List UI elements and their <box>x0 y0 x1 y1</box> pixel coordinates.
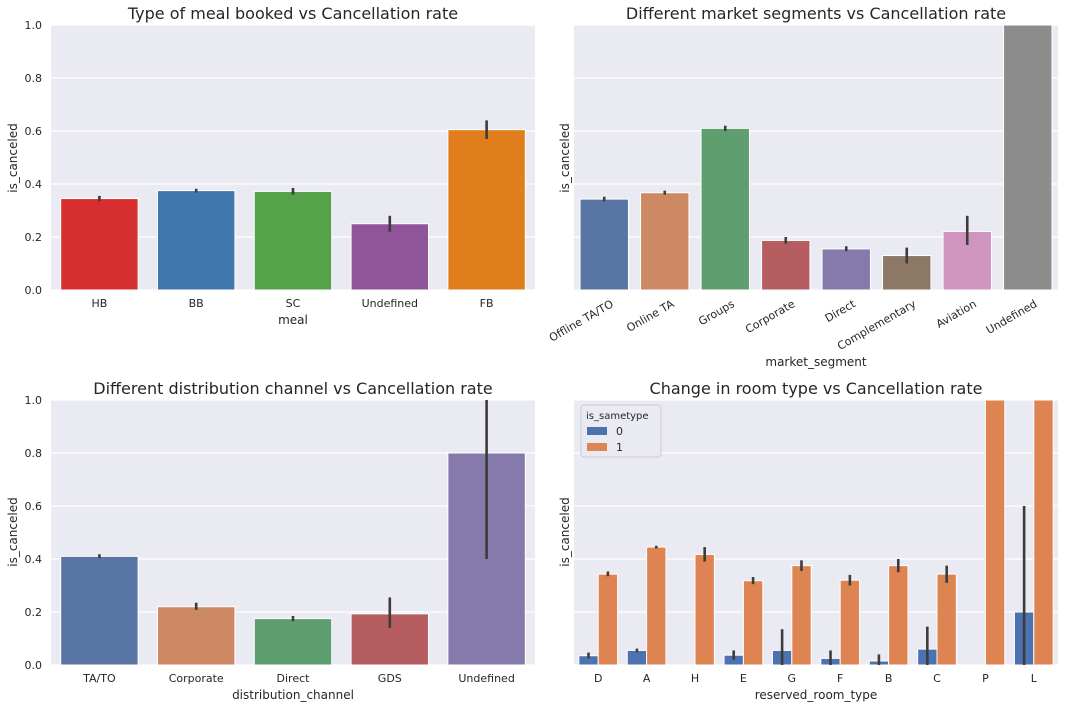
x-tick-label: Undefined <box>984 297 1039 336</box>
chart-panel: Change in room type vs Cancellation rate… <box>558 379 1058 702</box>
y-tick-label: 0.4 <box>25 553 43 566</box>
y-tick-label: 0.0 <box>25 659 43 672</box>
chart-title: Different distribution channel vs Cancel… <box>93 379 492 398</box>
y-tick-label: 0.2 <box>25 231 43 244</box>
x-tick-label: Corporate <box>743 297 797 336</box>
x-tick-label: A <box>643 672 651 685</box>
bar <box>156 190 236 291</box>
legend-label: 0 <box>616 425 623 438</box>
y-tick-label: 0.2 <box>25 606 43 619</box>
legend-swatch <box>587 427 607 435</box>
x-tick-label: F <box>837 672 843 685</box>
bar-series-1 <box>888 565 909 666</box>
bar <box>761 239 811 291</box>
legend-swatch <box>587 443 607 451</box>
bar-series-1 <box>984 399 1006 666</box>
legend-title: is_sametype <box>586 411 649 422</box>
chart-title: Different market segments vs Cancellatio… <box>626 4 1006 23</box>
x-axis-label: meal <box>278 313 308 327</box>
x-tick-label: Groups <box>696 297 737 328</box>
x-tick-label: HB <box>91 297 107 310</box>
x-tick-label: P <box>982 672 989 685</box>
bar-series-1 <box>1033 399 1054 666</box>
bar-series-1 <box>694 553 715 666</box>
bar <box>60 198 139 291</box>
x-tick-label: BB <box>189 297 204 310</box>
x-tick-label: TA/TO <box>82 672 116 685</box>
bar <box>350 223 430 291</box>
x-axis-label: market_segment <box>765 355 867 369</box>
bar-series-1 <box>742 580 764 666</box>
bar <box>253 190 333 291</box>
bar <box>821 248 871 291</box>
x-tick-label: Corporate <box>169 672 224 685</box>
x-tick-label: H <box>691 672 699 685</box>
x-tick-label: GDS <box>378 672 402 685</box>
bar-series-0 <box>626 649 648 666</box>
x-tick-label: G <box>788 672 797 685</box>
y-tick-label: 0.6 <box>25 125 43 138</box>
x-tick-label: SC <box>286 297 301 310</box>
chart-panel: 0.0 0.2 0.4 0.6 0.8 1.0 Different distribution… <box>6 379 535 702</box>
chart-panel: 0.0 0.2 0.4 0.6 0.8 1.0 Type of meal booked vs… <box>6 4 535 327</box>
chart-panel: Different market segments vs Cancellatio… <box>547 4 1058 369</box>
x-axis-label: reserved_room_type <box>755 688 878 702</box>
x-tick-label: Direct <box>277 672 311 685</box>
bar-series-1 <box>646 546 667 666</box>
x-tick-label: B <box>885 672 893 685</box>
x-tick-label: Aviation <box>934 297 979 330</box>
x-axis-label: distribution_channel <box>232 688 354 702</box>
x-tick-label: Undefined <box>458 672 514 685</box>
chart-title: Change in room type vs Cancellation rate <box>650 379 983 398</box>
bar <box>640 192 690 291</box>
y-axis-label: is_canceled <box>558 497 572 566</box>
x-tick-label: FB <box>480 297 494 310</box>
y-tick-label: 0.0 <box>25 284 43 297</box>
bar <box>447 129 526 291</box>
bar-series-1 <box>791 565 812 666</box>
x-tick-label: D <box>594 672 602 685</box>
y-tick-label: 1.0 <box>25 394 43 407</box>
bar-series-1 <box>839 579 861 666</box>
legend-label: 1 <box>616 441 623 454</box>
chart-title: Type of meal booked vs Cancellation rate <box>127 4 458 23</box>
y-axis-label: is_canceled <box>6 497 20 566</box>
bar <box>253 618 333 666</box>
bar-series-1 <box>936 573 957 666</box>
x-tick-label: Online TA <box>624 297 676 335</box>
bar <box>156 606 236 666</box>
bar <box>60 555 139 666</box>
y-tick-label: 1.0 <box>25 19 43 32</box>
y-axis-label: is_canceled <box>6 123 20 192</box>
bar <box>579 198 629 291</box>
y-axis-label: is_canceled <box>558 123 572 192</box>
x-tick-label: L <box>1031 672 1038 685</box>
y-tick-label: 0.4 <box>25 178 43 191</box>
x-tick-label: E <box>740 672 747 685</box>
x-tick-label: Undefined <box>362 297 418 310</box>
x-tick-label: C <box>933 672 941 685</box>
bar <box>700 127 750 291</box>
y-tick-label: 0.8 <box>25 447 43 460</box>
y-tick-label: 0.8 <box>25 72 43 85</box>
legend: is_sametype 0 1 <box>580 404 662 458</box>
bar-series-1 <box>597 573 619 666</box>
x-tick-label: Direct <box>823 297 859 325</box>
x-tick-label: Offline TA/TO <box>547 297 616 344</box>
bar <box>1003 24 1053 291</box>
y-tick-label: 0.6 <box>25 500 43 513</box>
